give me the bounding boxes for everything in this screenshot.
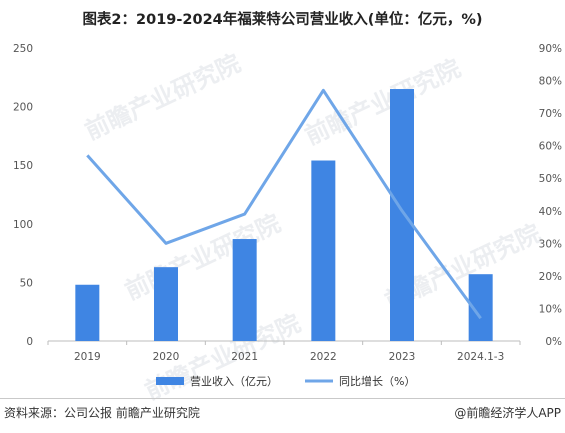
bar <box>75 284 100 341</box>
x-tick-label: 2023 <box>389 351 416 363</box>
watermark-text: 前瞻产业研究院 <box>121 209 285 305</box>
x-tick-label: 2020 <box>153 351 180 363</box>
bar <box>154 267 178 341</box>
y-right-tick-label: 10% <box>539 303 562 315</box>
legend: 营业收入（亿元） 同比增长（%） <box>156 374 415 388</box>
y-right-tick-label: 70% <box>539 108 562 120</box>
y-right-tick-label: 20% <box>539 271 562 283</box>
watermark-text: 前瞻产业研究院 <box>301 54 465 150</box>
line-group <box>86 88 482 320</box>
y-right-tick-label: 30% <box>539 238 562 250</box>
y-left-tick-label: 250 <box>13 43 33 55</box>
y-right-tick-label: 40% <box>539 206 562 218</box>
y-left-tick-label: 200 <box>13 102 33 114</box>
x-tick-label: 2021 <box>231 351 258 363</box>
footer-divider <box>0 398 565 399</box>
bar <box>232 239 257 341</box>
bar <box>311 160 336 341</box>
axes: 0 50 100 150 200 250 0% 10% 20% 30% 40% 50% 60% 70% 80… <box>13 43 562 363</box>
y-left-tick-label: 50 <box>20 277 33 289</box>
x-tick-label: 2019 <box>74 351 101 363</box>
x-tick-label: 2024.1-3 <box>457 351 504 363</box>
x-tick-label: 2022 <box>310 351 337 363</box>
legend-line-label: 同比增长（%） <box>339 374 415 388</box>
y-right-tick-label: 90% <box>539 43 562 55</box>
y-left-tick-label: 150 <box>13 160 33 172</box>
bar <box>390 89 414 342</box>
y-left-tick-label: 100 <box>13 219 33 231</box>
bars-group <box>75 89 493 342</box>
y-right-tick-label: 60% <box>539 141 562 153</box>
y-right-tick-label: 80% <box>539 76 562 88</box>
legend-bar-label: 营业收入（亿元） <box>190 374 278 388</box>
watermark-text: 前瞻产业研究院 <box>81 49 245 145</box>
chart-title: 图表2：2019-2024年福莱特公司营业收入(单位：亿元，%) <box>82 12 483 28</box>
y-left-tick-label: 0 <box>26 336 33 348</box>
y-right-tick-label: 50% <box>539 173 562 185</box>
y-right-tick-label: 0% <box>545 336 562 348</box>
legend-bar-swatch <box>156 377 184 385</box>
brand-label: @前瞻经济学人APP <box>454 406 561 420</box>
source-note: 资料来源：公司公报 前瞻产业研究院 <box>4 406 200 420</box>
growth-line <box>86 88 482 320</box>
